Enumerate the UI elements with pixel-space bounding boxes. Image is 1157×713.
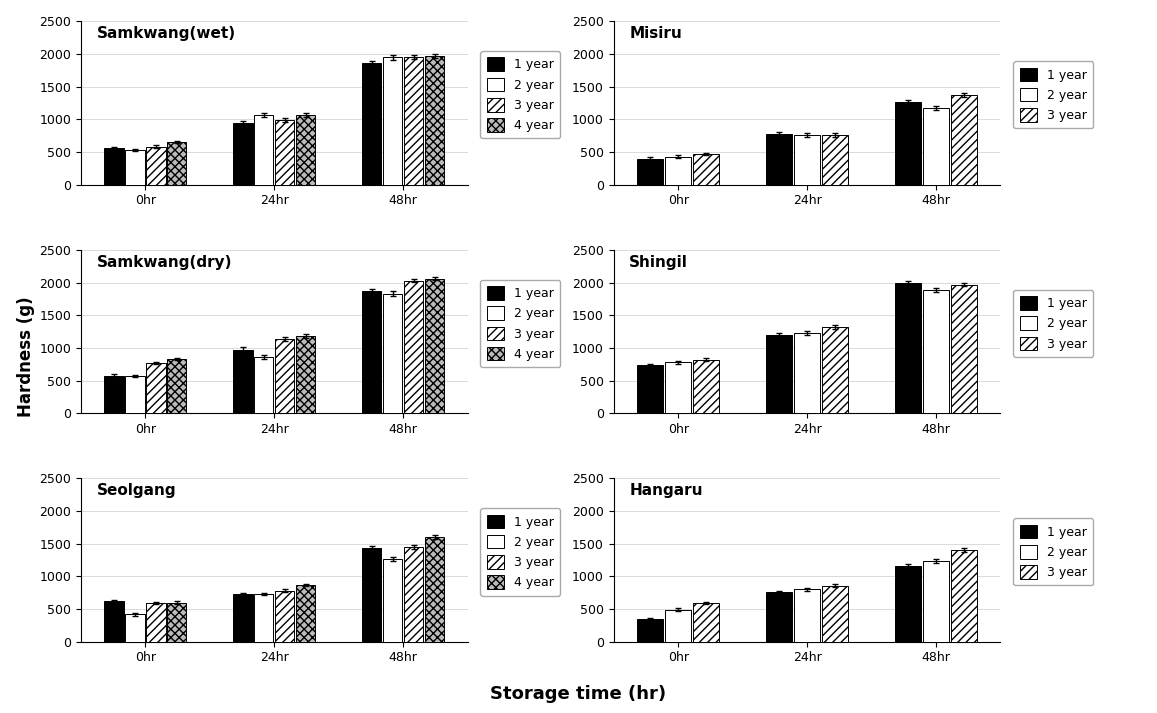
Bar	[255, 357, 273, 413]
Bar	[425, 279, 444, 413]
Bar	[693, 154, 718, 185]
Bar	[383, 57, 403, 185]
Text: Misiru: Misiru	[629, 26, 681, 41]
Bar	[951, 284, 977, 413]
Bar	[766, 335, 793, 413]
Bar	[104, 376, 124, 413]
Bar	[125, 376, 145, 413]
Bar	[125, 150, 145, 185]
Bar	[665, 157, 691, 185]
Bar	[823, 327, 848, 413]
Bar	[665, 362, 691, 413]
Text: Seolgang: Seolgang	[96, 483, 176, 498]
Bar	[896, 566, 921, 642]
Bar	[638, 620, 663, 642]
Text: Storage time (hr): Storage time (hr)	[491, 684, 666, 703]
Bar	[255, 116, 273, 185]
Text: Samkwang(wet): Samkwang(wet)	[96, 26, 236, 41]
Bar	[296, 116, 316, 185]
Bar	[693, 603, 718, 642]
Bar	[275, 591, 294, 642]
Legend: 1 year, 2 year, 3 year, 4 year: 1 year, 2 year, 3 year, 4 year	[480, 508, 560, 595]
Bar	[296, 585, 316, 642]
Bar	[896, 102, 921, 185]
Bar	[362, 63, 382, 185]
Bar	[275, 339, 294, 413]
Bar	[638, 158, 663, 185]
Bar	[951, 550, 977, 642]
Text: Hangaru: Hangaru	[629, 483, 702, 498]
Bar	[383, 559, 403, 642]
Bar	[896, 282, 921, 413]
Bar	[104, 601, 124, 642]
Legend: 1 year, 2 year, 3 year, 4 year: 1 year, 2 year, 3 year, 4 year	[480, 51, 560, 138]
Bar	[693, 359, 718, 413]
Bar	[638, 366, 663, 413]
Bar	[146, 603, 165, 642]
Bar	[168, 142, 186, 185]
Bar	[296, 336, 316, 413]
Bar	[383, 294, 403, 413]
Bar	[923, 561, 949, 642]
Bar	[168, 359, 186, 413]
Bar	[234, 123, 252, 185]
Bar	[823, 585, 848, 642]
Bar	[794, 333, 820, 413]
Bar	[923, 290, 949, 413]
Legend: 1 year, 2 year, 3 year, 4 year: 1 year, 2 year, 3 year, 4 year	[480, 279, 560, 367]
Bar	[425, 56, 444, 185]
Bar	[404, 281, 423, 413]
Bar	[794, 590, 820, 642]
Legend: 1 year, 2 year, 3 year: 1 year, 2 year, 3 year	[1014, 61, 1093, 128]
Bar	[362, 548, 382, 642]
Bar	[766, 134, 793, 185]
Legend: 1 year, 2 year, 3 year: 1 year, 2 year, 3 year	[1014, 518, 1093, 585]
Bar	[766, 592, 793, 642]
Bar	[404, 547, 423, 642]
Bar	[168, 602, 186, 642]
Bar	[794, 135, 820, 185]
Bar	[234, 594, 252, 642]
Bar	[362, 291, 382, 413]
Bar	[665, 610, 691, 642]
Bar	[234, 351, 252, 413]
Bar	[255, 594, 273, 642]
Bar	[104, 148, 124, 185]
Text: Hardness (g): Hardness (g)	[17, 296, 36, 417]
Bar	[125, 615, 145, 642]
Bar	[923, 108, 949, 185]
Bar	[951, 95, 977, 185]
Bar	[823, 135, 848, 185]
Bar	[275, 120, 294, 185]
Bar	[146, 363, 165, 413]
Bar	[425, 537, 444, 642]
Legend: 1 year, 2 year, 3 year: 1 year, 2 year, 3 year	[1014, 290, 1093, 357]
Bar	[404, 57, 423, 185]
Bar	[146, 147, 165, 185]
Text: Shingil: Shingil	[629, 255, 688, 270]
Text: Samkwang(dry): Samkwang(dry)	[96, 255, 231, 270]
